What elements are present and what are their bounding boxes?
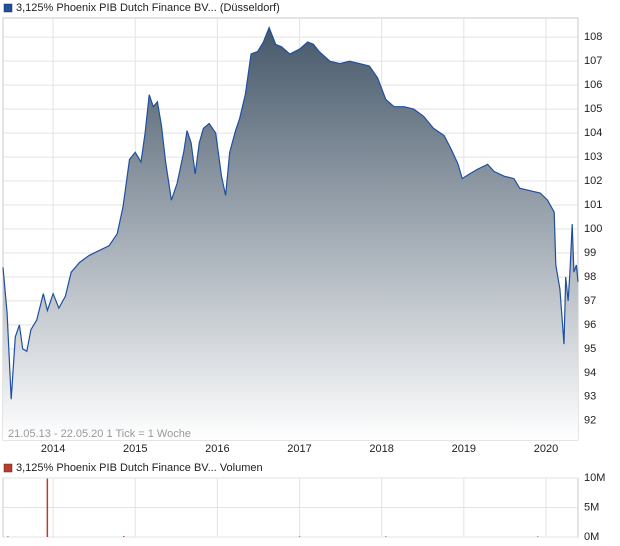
y-tick-label: 93 [584,391,596,403]
y-tick-label: 10M [584,472,605,484]
y-tick-label: 102 [584,175,602,187]
legend-label: 3,125% Phoenix PIB Dutch Finance BV... (… [16,2,280,14]
x-tick-label: 2019 [452,443,476,455]
y-tick-label: 105 [584,103,602,115]
legend-swatch [3,463,13,473]
x-tick-label: 2018 [369,443,393,455]
x-tick-label: 2014 [41,443,65,455]
bar [123,536,125,537]
y-tick-label: 97 [584,295,596,307]
legend-label: 3,125% Phoenix PIB Dutch Finance BV... V… [16,462,263,474]
y-tick-label: 5M [584,501,599,513]
y-tick-label: 108 [584,31,602,43]
y-tick-label: 99 [584,247,596,259]
bar [385,536,387,537]
y-tick-label: 103 [584,151,602,163]
x-tick-label: 2015 [123,443,147,455]
bar [7,536,9,537]
bar [298,536,301,537]
legend-swatch [3,3,13,13]
x-tick-label: 2016 [205,443,229,455]
y-tick-label: 0M [584,531,599,543]
y-tick-label: 98 [584,271,596,283]
line [2,25,579,400]
x-tick-label: 2020 [534,443,558,455]
y-tick-label: 104 [584,127,602,139]
area [3,27,578,440]
y-tick-label: 101 [584,199,602,211]
y-tick-label: 94 [584,367,596,379]
y-tick-label: 100 [584,223,602,235]
y-tick-label: 95 [584,343,596,355]
y-tick-label: 106 [584,79,602,91]
y-tick-label: 107 [584,55,602,67]
x-tick-label: 2017 [287,443,311,455]
bar [46,478,49,537]
y-tick-label: 92 [584,415,596,427]
bar [537,536,539,537]
footnote: 21.05.13 - 22.05.20 1 Tick = 1 Woche [8,428,191,440]
y-tick-label: 96 [584,319,596,331]
